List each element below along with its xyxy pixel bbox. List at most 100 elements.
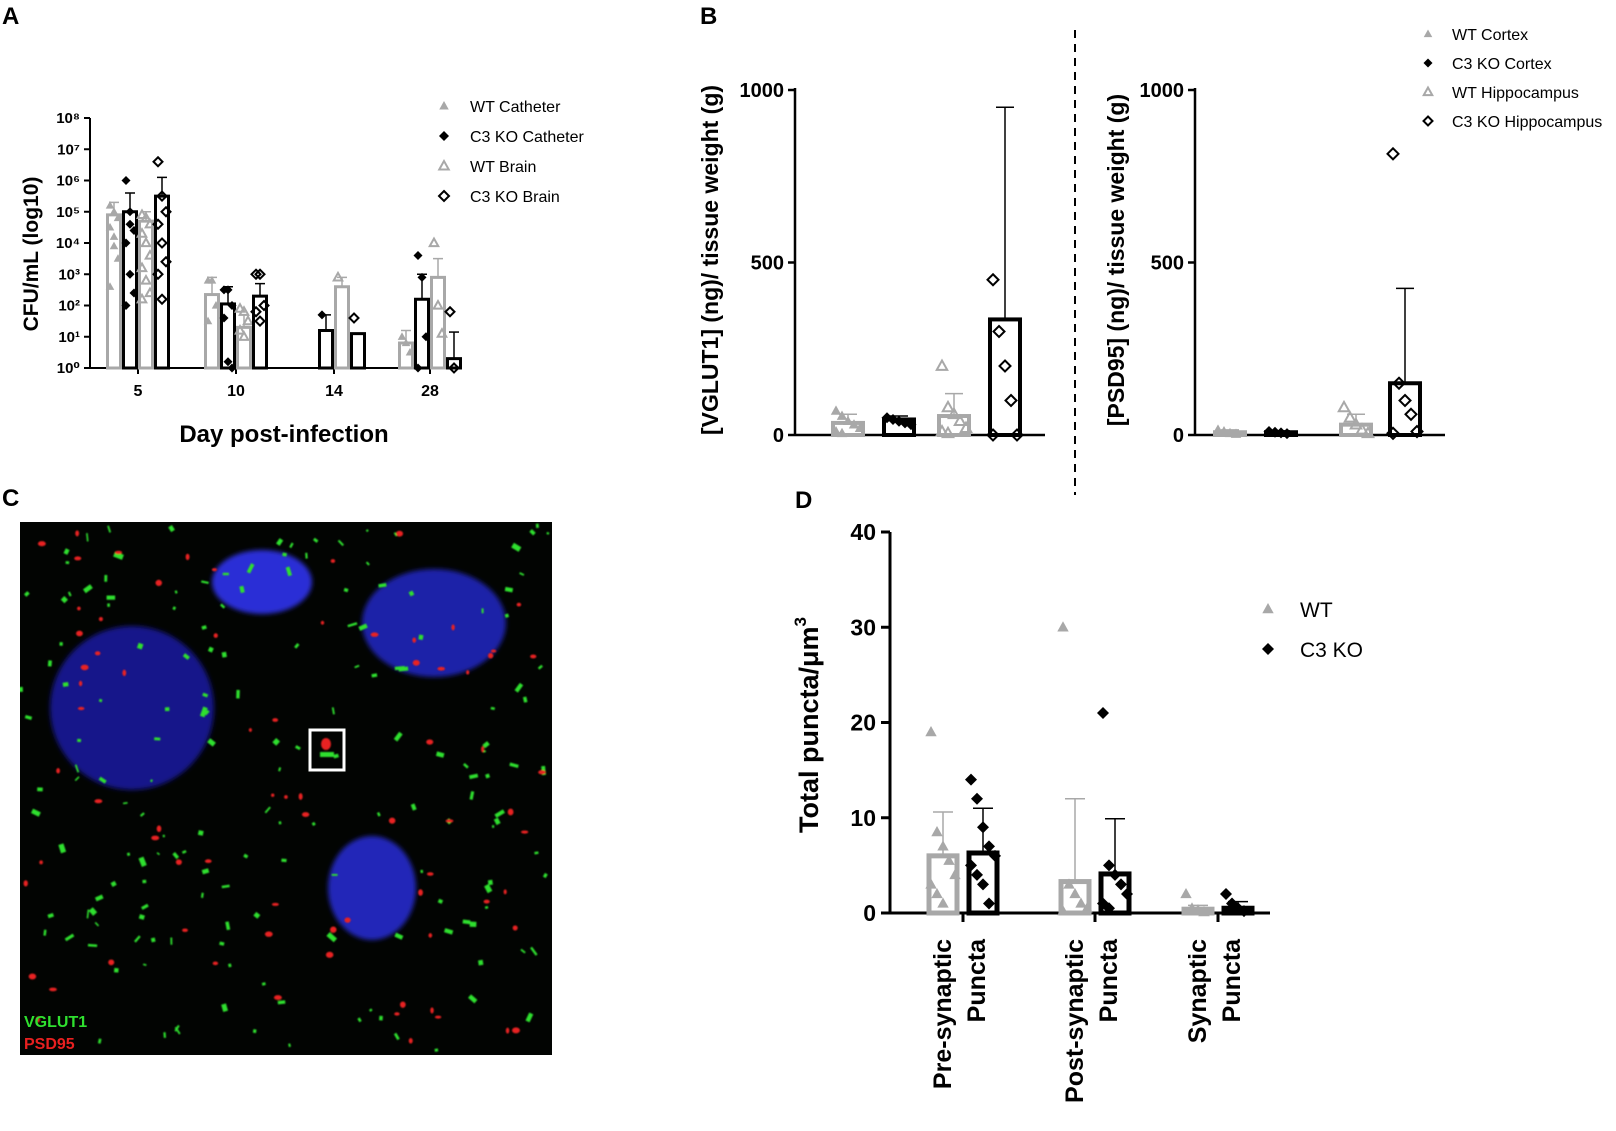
bar-group [986,106,1024,442]
data-point [1103,859,1115,872]
vglut1-punctum [337,539,344,547]
data-point [109,207,119,215]
panel-a-legend: WT Catheter C3 KO Catheter WT Brain C3 KO B… [437,99,585,206]
data-point [983,897,995,910]
vglut1-punctum [289,542,294,549]
vglut1-punctum [106,595,116,600]
data-point [234,323,246,335]
vglut1-punctum [207,738,216,747]
vglut1-punctum [107,525,112,533]
data-point [238,330,250,341]
vglut1-punctum [333,753,340,759]
data-point [428,236,440,248]
vglut1-punctum [331,707,335,715]
y-tick-label: 10⁶ [56,173,80,190]
y-tick-label: 10⁵ [56,204,80,221]
vglut1-punctum [150,779,153,783]
vglut1-punctum [487,879,493,886]
panel-letter-b: B [700,3,717,30]
psd95-punctum [516,602,522,607]
psd95-punctum [298,793,303,800]
bar-group [965,773,1001,916]
data-point [1423,58,1433,68]
panel-d-legend: WT C3 KO [1262,599,1363,662]
x-tick-label: 14 [325,383,343,400]
vglut1-punctum [197,830,204,836]
data-point [971,868,983,881]
psd95-punctum [204,859,212,863]
data-point [136,208,148,220]
vglut1-punctum [481,608,484,614]
data-point [152,218,164,231]
data-point [413,251,423,260]
data-point [854,422,866,432]
data-point [242,314,254,326]
psd95-punctum [212,961,219,966]
vglut1-punctum [199,706,208,718]
x-tick-label: Post-synaptic [1061,939,1089,1103]
vglut1-punctum [221,1003,229,1012]
psd95-punctum [521,830,529,834]
psd95-punctum [530,654,537,659]
data-point [223,357,233,367]
bar [318,329,334,370]
data-point [1343,410,1357,423]
vglut1-punctum [172,852,180,860]
vglut1-punctum [174,590,178,594]
psd95-punctum [211,568,217,572]
vglut1-punctum [200,892,204,898]
vglut1-punctum [261,982,266,986]
data-point [931,887,943,899]
vglut1-punctum [311,821,316,827]
vglut1-punctum [134,935,141,943]
psd95-punctum [428,933,433,938]
vglut1-punctum [530,946,538,956]
vglut1-punctum [163,1032,167,1038]
data-point [121,176,131,185]
vglut1-punctum [126,852,131,856]
data-point [989,849,1001,862]
data-point [136,227,148,238]
data-point [1281,428,1293,440]
vglut1-punctum [82,584,93,594]
bar [350,332,366,370]
psd95-punctum [301,812,310,817]
data-point [1069,887,1081,899]
psd95-punctum [483,899,490,904]
vglut1-punctum [243,853,249,859]
panel-b-legend: WT Cortex C3 KO Cortex WT Hippocampus C3 KO… [1422,27,1602,131]
nucleus [212,550,312,614]
vglut1-punctum [43,929,47,936]
data-point [1057,621,1069,632]
panel-a-chart: CFU/mL (log10) Day post-infection 10⁰ 10¹… [20,99,585,448]
y-tick-label: 10² [58,298,80,315]
psd95-punctum [56,768,61,774]
legend-label: WT Catheter [470,99,561,116]
psd95-punctum [344,917,351,923]
bar-group [317,310,334,370]
y-tick-label: 0 [773,425,784,447]
vglut1-punctum [393,1032,400,1041]
data-point [439,101,449,110]
psd95-punctum [507,808,514,816]
vglut1-punctum [201,580,209,585]
psd95-punctum [271,902,279,906]
panel-a-x-axis-title: Day post-infection [179,421,388,448]
data-point [254,268,266,281]
vglut1-punctum [88,907,98,916]
bar-group [1057,621,1093,916]
psd95-punctum [330,559,336,563]
vglut1-punctum [435,751,445,758]
psd95-punctum [512,1027,520,1034]
vglut1-punctum [410,803,417,811]
psd95-punctum [437,666,446,671]
y-tick-label: 500 [751,253,784,275]
vglut1-punctum [168,525,175,533]
panel-a-y-axis-title: CFU/mL (log10) [20,177,43,332]
y-tick-label: 1000 [1140,80,1185,102]
psd95-punctum [94,651,101,656]
psd95-punctum [98,617,103,622]
psd95-punctum [108,959,115,966]
data-point [109,232,119,240]
vglut1-punctum [504,586,514,593]
